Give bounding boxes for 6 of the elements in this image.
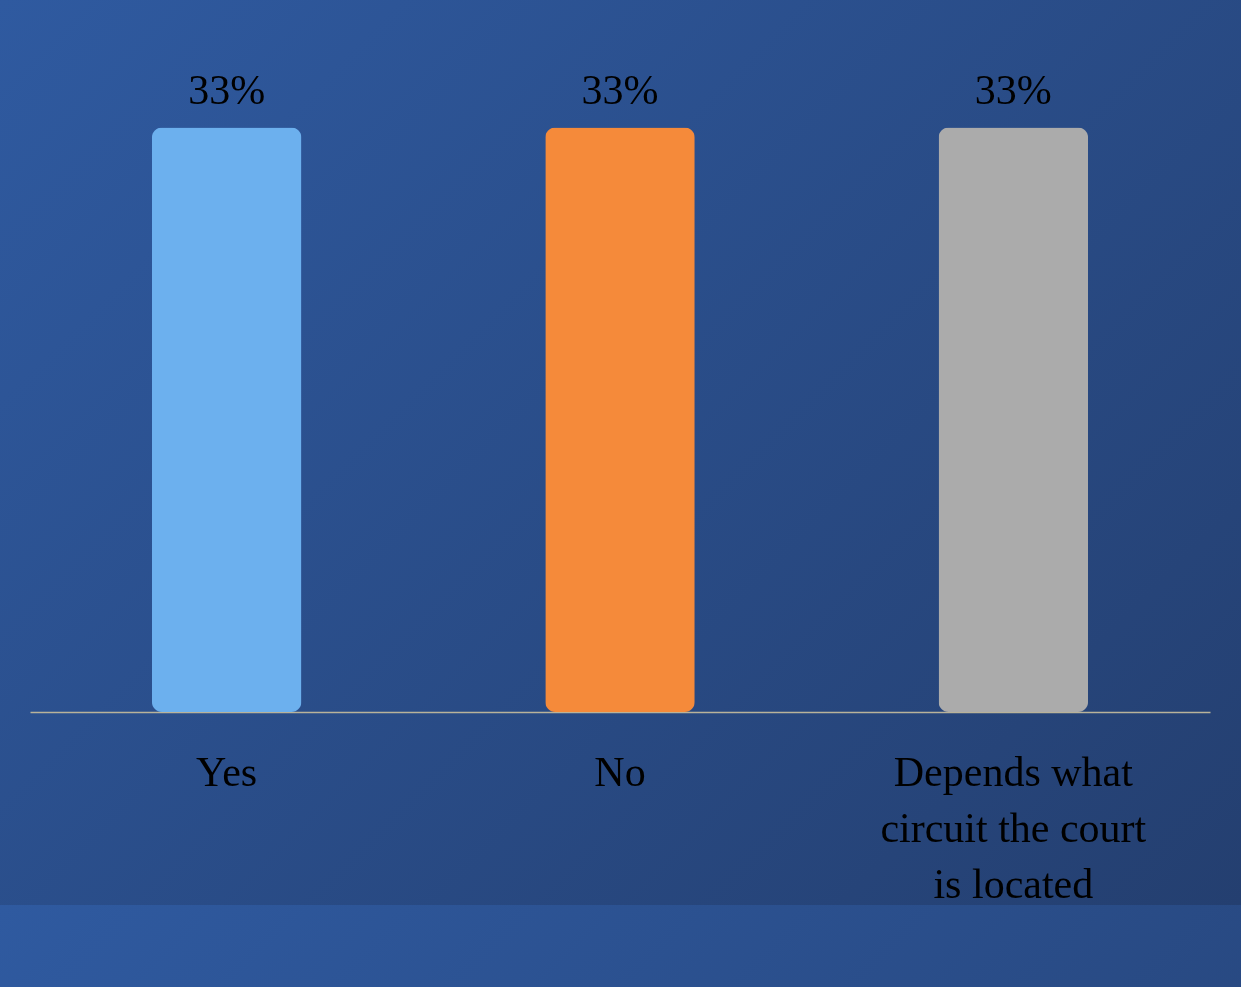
- data-label: 33%: [581, 67, 659, 114]
- x-tick-label: No: [594, 748, 646, 795]
- data-label: 33%: [974, 67, 1052, 114]
- x-tick-label: Yes: [196, 748, 258, 795]
- data-label: 33%: [188, 67, 266, 114]
- x-tick-label: Depends what circuit the court is located: [880, 748, 1147, 907]
